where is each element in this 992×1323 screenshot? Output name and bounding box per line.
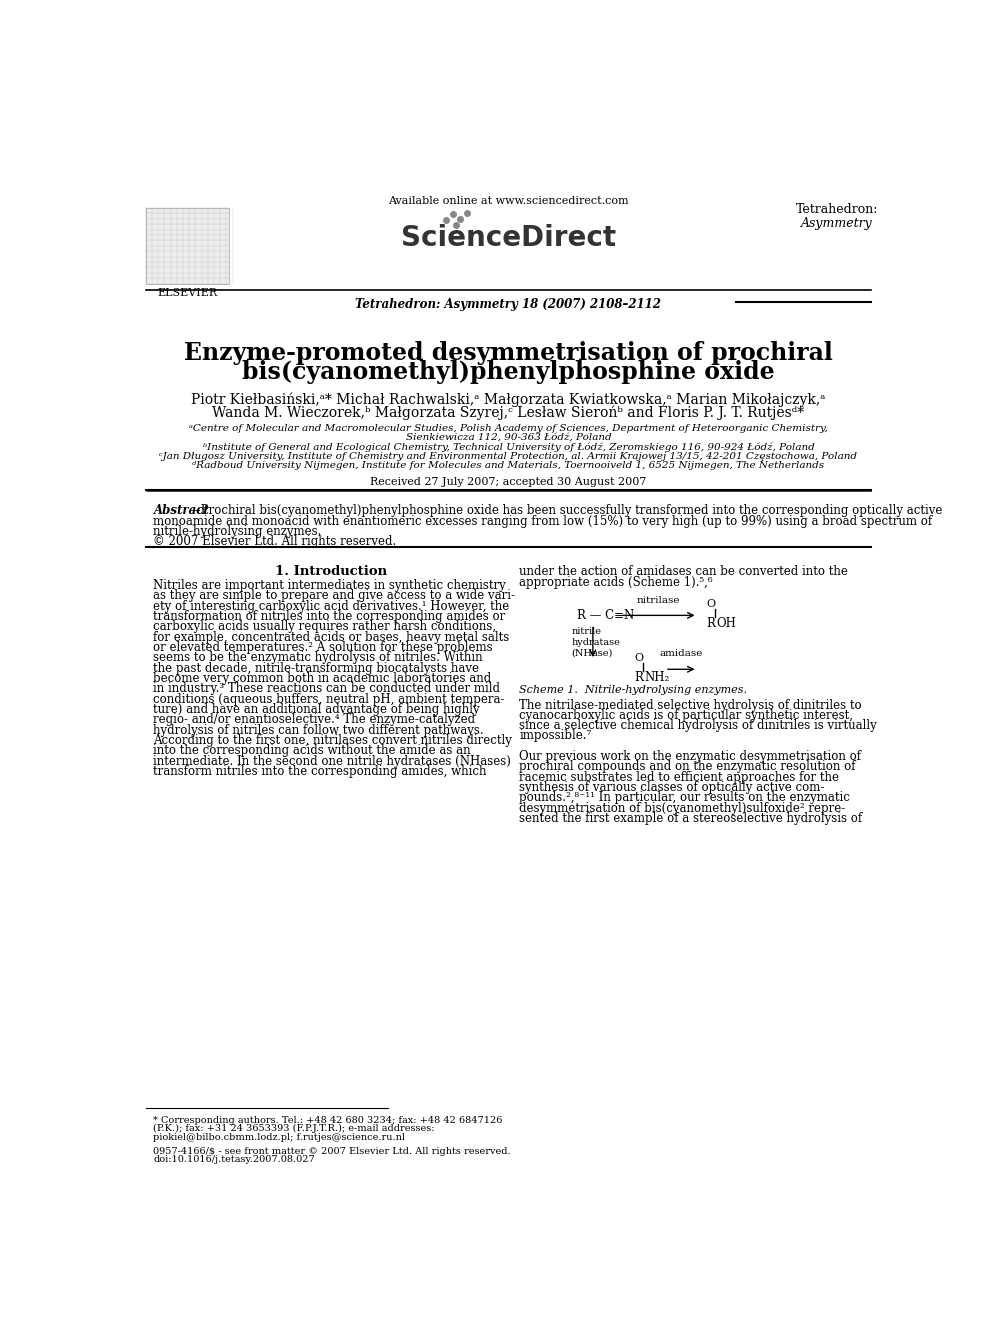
- Text: bis(cyanomethyl)phenylphosphine oxide: bis(cyanomethyl)phenylphosphine oxide: [242, 360, 775, 385]
- Text: OH: OH: [716, 617, 736, 630]
- Text: pounds.²,⁸⁻¹¹ In particular, our results on the enzymatic: pounds.²,⁸⁻¹¹ In particular, our results…: [519, 791, 850, 804]
- Text: cyanocarboxylic acids is of particular synthetic interest,: cyanocarboxylic acids is of particular s…: [519, 709, 853, 722]
- Text: become very common both in academic laboratories and: become very common both in academic labo…: [154, 672, 492, 685]
- Text: since a selective chemical hydrolysis of dinitriles is virtually: since a selective chemical hydrolysis of…: [519, 720, 877, 732]
- Text: Piotr Kiełbasiński,ᵃ* Michał Rachwalski,ᵃ Małgorzata Kwiatkowska,ᵃ Marian Mikoła: Piotr Kiełbasiński,ᵃ* Michał Rachwalski,…: [191, 393, 825, 407]
- Text: ScienceDirect: ScienceDirect: [401, 224, 616, 253]
- Text: monoamide and monoacid with enantiomeric excesses ranging from low (15%) to very: monoamide and monoacid with enantiomeric…: [154, 515, 932, 528]
- Text: or elevated temperatures.² A solution for these problems: or elevated temperatures.² A solution fo…: [154, 642, 493, 654]
- Text: Tetrahedron: Asymmetry 18 (2007) 2108–2112: Tetrahedron: Asymmetry 18 (2007) 2108–21…: [355, 298, 662, 311]
- Text: ᵇInstitute of General and Ecological Chemistry, Technical University of Łódź, Ze: ᵇInstitute of General and Ecological Che…: [202, 443, 814, 452]
- Text: nitrile
hydratase
(NHase): nitrile hydratase (NHase): [571, 627, 620, 658]
- Text: sented the first example of a stereoselective hydrolysis of: sented the first example of a stereosele…: [519, 812, 862, 826]
- Text: Our previous work on the enzymatic desymmetrisation of: Our previous work on the enzymatic desym…: [519, 750, 861, 763]
- Text: (P.K.); fax: +31 24 3653393 (F.P.J.T.R.); e-mail addresses:: (P.K.); fax: +31 24 3653393 (F.P.J.T.R.)…: [154, 1125, 434, 1134]
- Text: desymmetrisation of bis(cyanomethyl)sulfoxide² repre-: desymmetrisation of bis(cyanomethyl)sulf…: [519, 802, 845, 815]
- Text: in industry.³ These reactions can be conducted under mild: in industry.³ These reactions can be con…: [154, 683, 500, 696]
- Text: as they are simple to prepare and give access to a wide vari-: as they are simple to prepare and give a…: [154, 590, 516, 602]
- Text: into the corresponding acids without the amide as an: into the corresponding acids without the…: [154, 745, 471, 757]
- Text: The nitrilase-mediated selective hydrolysis of dinitriles to: The nitrilase-mediated selective hydroly…: [519, 699, 862, 712]
- Text: seems to be the enzymatic hydrolysis of nitriles. Within: seems to be the enzymatic hydrolysis of …: [154, 651, 483, 664]
- Text: R: R: [634, 671, 643, 684]
- Text: Sienkiewicza 112, 90-363 Łódź, Poland: Sienkiewicza 112, 90-363 Łódź, Poland: [406, 433, 611, 442]
- Text: amidase: amidase: [660, 650, 703, 659]
- Text: transform nitriles into the corresponding amides, which: transform nitriles into the correspondin…: [154, 765, 487, 778]
- Text: for example, concentrated acids or bases, heavy metal salts: for example, concentrated acids or bases…: [154, 631, 510, 644]
- Text: O: O: [634, 654, 643, 663]
- Text: © 2007 Elsevier Ltd. All rights reserved.: © 2007 Elsevier Ltd. All rights reserved…: [154, 536, 397, 548]
- Text: * Corresponding authors. Tel.: +48 42 680 3234; fax: +48 42 6847126: * Corresponding authors. Tel.: +48 42 68…: [154, 1115, 503, 1125]
- Text: ture) and have an additional advantage of being highly: ture) and have an additional advantage o…: [154, 703, 480, 716]
- Text: racemic substrates led to efficient approaches for the: racemic substrates led to efficient appr…: [519, 771, 839, 783]
- Text: 0957-4166/$ - see front matter © 2007 Elsevier Ltd. All rights reserved.: 0957-4166/$ - see front matter © 2007 El…: [154, 1147, 511, 1156]
- Text: doi:10.1016/j.tetasy.2007.08.027: doi:10.1016/j.tetasy.2007.08.027: [154, 1155, 315, 1164]
- Text: nitrile-hydrolysing enzymes.: nitrile-hydrolysing enzymes.: [154, 524, 321, 537]
- Text: Received 27 July 2007; accepted 30 August 2007: Received 27 July 2007; accepted 30 Augus…: [370, 476, 647, 487]
- Text: prochiral compounds and on the enzymatic resolution of: prochiral compounds and on the enzymatic…: [519, 761, 856, 774]
- Text: hydrolysis of nitriles can follow two different pathways.: hydrolysis of nitriles can follow two di…: [154, 724, 484, 737]
- Text: Wanda M. Wieczorek,ᵇ Małgorzata Szyrej,ᶜ Lesław Sierońᵇ and Floris P. J. T. Rutj: Wanda M. Wieczorek,ᵇ Małgorzata Szyrej,ᶜ…: [212, 405, 805, 419]
- Text: R: R: [706, 617, 715, 630]
- Text: regio- and/or enantioselective.⁴ The enzyme-catalyzed: regio- and/or enantioselective.⁴ The enz…: [154, 713, 475, 726]
- Text: carboxylic acids usually requires rather harsh conditions,: carboxylic acids usually requires rather…: [154, 620, 497, 634]
- Text: under the action of amidases can be converted into the: under the action of amidases can be conv…: [519, 565, 848, 578]
- Text: Tetrahedron:: Tetrahedron:: [796, 204, 878, 217]
- Text: nitrilase: nitrilase: [637, 595, 681, 605]
- Text: R — C≡N: R — C≡N: [577, 609, 635, 622]
- Text: Nitriles are important intermediates in synthetic chemistry: Nitriles are important intermediates in …: [154, 579, 506, 593]
- Text: Available online at www.sciencedirect.com: Available online at www.sciencedirect.co…: [388, 196, 629, 205]
- Text: According to the first one, nitrilases convert nitriles directly: According to the first one, nitrilases c…: [154, 734, 512, 747]
- Text: ᵈRadboud University Nijmegen, Institute for Molecules and Materials, Toernooivel: ᵈRadboud University Nijmegen, Institute …: [192, 462, 824, 471]
- Text: Abstract: Abstract: [154, 504, 209, 517]
- Text: synthesis of various classes of optically active com-: synthesis of various classes of opticall…: [519, 781, 824, 794]
- Text: ᶜJan Długosz University, Institute of Chemistry and Environmental Protection, al: ᶜJan Długosz University, Institute of Ch…: [160, 452, 857, 462]
- Bar: [146, 208, 229, 283]
- Text: ᵃCentre of Molecular and Macromolecular Studies, Polish Academy of Sciences, Dep: ᵃCentre of Molecular and Macromolecular …: [189, 423, 827, 433]
- Text: NH₂: NH₂: [645, 671, 670, 684]
- Text: Enzyme-promoted desymmetrisation of prochiral: Enzyme-promoted desymmetrisation of proc…: [184, 341, 833, 365]
- Text: —Prochiral bis(cyanomethyl)phenylphosphine oxide has been successfully transform: —Prochiral bis(cyanomethyl)phenylphosphi…: [189, 504, 942, 517]
- Text: O: O: [706, 599, 716, 609]
- Text: appropriate acids (Scheme 1).⁵,⁶: appropriate acids (Scheme 1).⁵,⁶: [519, 576, 713, 589]
- Text: ety of interesting carboxylic acid derivatives.¹ However, the: ety of interesting carboxylic acid deriv…: [154, 599, 510, 613]
- Text: transformation of nitriles into the corresponding amides or: transformation of nitriles into the corr…: [154, 610, 506, 623]
- Text: the past decade, nitrile-transforming biocatalysts have: the past decade, nitrile-transforming bi…: [154, 662, 479, 675]
- Text: impossible.⁷: impossible.⁷: [519, 729, 591, 742]
- Text: conditions (aqueous buffers, neutral pH, ambient tempera-: conditions (aqueous buffers, neutral pH,…: [154, 693, 505, 705]
- Text: Scheme 1.  Nitrile-hydrolysing enzymes.: Scheme 1. Nitrile-hydrolysing enzymes.: [519, 685, 747, 695]
- Text: ELSEVIER: ELSEVIER: [158, 288, 217, 298]
- Text: 1. Introduction: 1. Introduction: [275, 565, 387, 578]
- Text: piokiel@bilbo.cbmm.lodz.pl; f.rutjes@science.ru.nl: piokiel@bilbo.cbmm.lodz.pl; f.rutjes@sci…: [154, 1132, 406, 1142]
- Text: Asymmetry: Asymmetry: [802, 217, 873, 230]
- Text: intermediate. In the second one nitrile hydratases (NHases): intermediate. In the second one nitrile …: [154, 754, 511, 767]
